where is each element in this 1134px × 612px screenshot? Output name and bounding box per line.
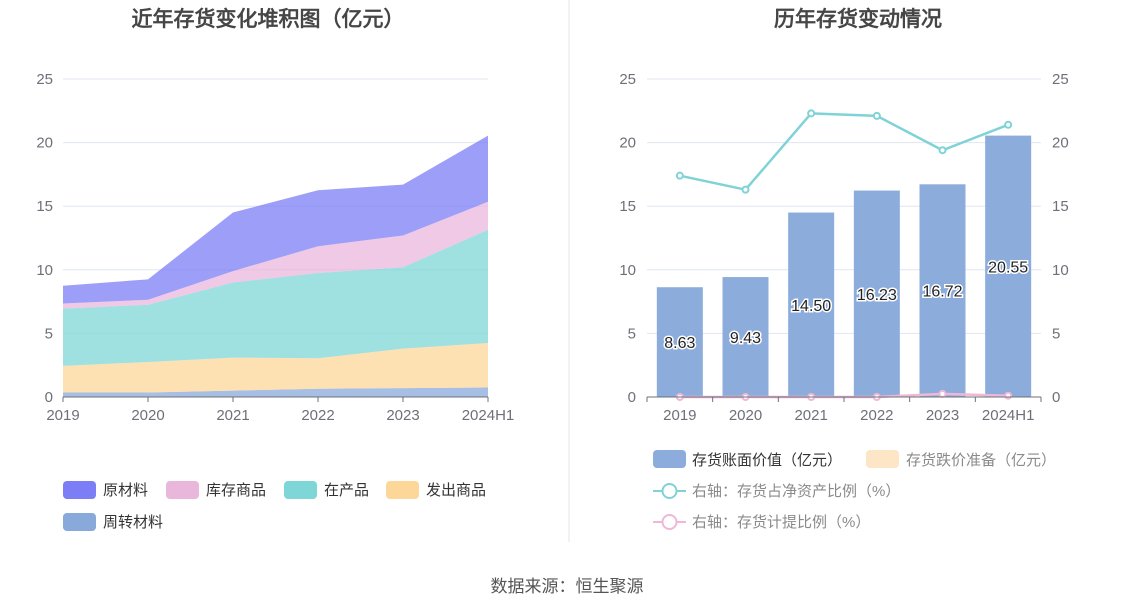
legend-label: 在产品 — [324, 482, 369, 499]
y2-tick-label: 25 — [1052, 71, 1069, 88]
x-tick-label: 2021 — [216, 407, 249, 424]
legend-marker — [661, 514, 678, 530]
x-tick-label: 2019 — [663, 407, 696, 424]
left-axis: 0 5 10 15 20 25 2019 2020 2021 2022 2023 2024H1 — [36, 71, 514, 424]
bar-value-label: 16.72 — [922, 284, 962, 301]
y2-tick-label: 5 — [1052, 325, 1060, 342]
bar — [788, 212, 835, 397]
line-point — [807, 109, 816, 118]
legend-swatch — [284, 481, 317, 499]
x-tick-label: 2023 — [386, 407, 419, 424]
line-point — [675, 171, 684, 180]
y-tick-label: 20 — [36, 135, 53, 152]
legend-label: 发出商品 — [426, 482, 486, 499]
bar — [853, 190, 900, 397]
area-库存商品 — [63, 201, 488, 309]
legend-label: 存货跌价准备（亿元） — [906, 452, 1056, 469]
stacked-area-chart: 近年存货变化堆积图（亿元） 0 5 10 15 20 25 2019 2020 2021 2022… — [36, 7, 514, 531]
bar — [656, 287, 703, 397]
legend-swatch — [63, 513, 96, 531]
y-tick-label: 0 — [45, 389, 53, 406]
legend-marker — [661, 483, 678, 499]
legend-label: 库存商品 — [206, 482, 266, 499]
y-tick-label: 25 — [619, 71, 636, 88]
area-原材料 — [63, 135, 488, 304]
legend-swatch — [386, 481, 419, 499]
line-point — [938, 389, 947, 398]
bar-value-label: 9.43 — [730, 330, 761, 347]
line-point — [1004, 120, 1013, 129]
line-point — [1004, 391, 1013, 400]
legend-label: 周转材料 — [103, 514, 163, 531]
right-bar-series: 8.63 9.43 14.50 16.23 16.72 20.55 — [656, 135, 1032, 397]
bar-value-label: 14.50 — [791, 298, 831, 315]
x-tick-label: 2024H1 — [982, 407, 1035, 424]
right-gridlines — [647, 78, 1041, 334]
y-tick-label: 10 — [36, 262, 53, 279]
y-tick-label: 5 — [45, 325, 53, 342]
legend-swatch — [866, 450, 899, 468]
bar-value-label: 20.55 — [988, 259, 1028, 276]
x-tick-label: 2022 — [860, 407, 893, 424]
y-tick-label: 25 — [36, 71, 53, 88]
bar-value-label: 16.23 — [857, 287, 897, 304]
bar — [722, 277, 769, 397]
y-tick-label: 0 — [628, 389, 636, 406]
y-tick-label: 20 — [619, 135, 636, 152]
legend-swatch — [166, 481, 199, 499]
legend-label: 存货账面价值（亿元） — [692, 452, 842, 469]
legend-swatch — [653, 450, 686, 468]
bar — [919, 184, 966, 397]
x-tick-label: 2024H1 — [462, 407, 515, 424]
line-series — [679, 112, 1009, 192]
line-point — [938, 146, 947, 155]
line-point — [872, 111, 881, 120]
y2-tick-label: 10 — [1052, 262, 1069, 279]
left-chart-title: 近年存货变化堆积图（亿元） — [132, 7, 405, 31]
y-tick-label: 15 — [619, 198, 636, 215]
y2-tick-label: 15 — [1052, 198, 1069, 215]
right-legend: 存货账面价值（亿元） 存货跌价准备（亿元） 右轴：存货占净资产比例（%） 右轴：存货计… — [653, 450, 1056, 531]
x-tick-label: 2020 — [729, 407, 762, 424]
line-point — [741, 185, 750, 194]
x-tick-label: 2019 — [46, 407, 79, 424]
right-chart-title: 历年存货变动情况 — [774, 7, 942, 31]
data-source-note: 数据来源：恒生聚源 — [491, 577, 644, 596]
y2-tick-label: 20 — [1052, 135, 1069, 152]
area-发出商品 — [63, 342, 488, 393]
x-tick-label: 2023 — [926, 407, 959, 424]
y2-tick-label: 0 — [1052, 389, 1060, 406]
bar — [985, 135, 1032, 397]
area-在产品 — [63, 229, 488, 366]
y-tick-label: 10 — [619, 262, 636, 279]
right-axes: 0 5 10 15 20 25 0 5 10 15 20 25 2019 2020 2021 2022 2023… — [619, 71, 1068, 424]
x-tick-label: 2021 — [794, 407, 827, 424]
bar-value-label: 8.63 — [664, 335, 695, 352]
legend-label: 右轴：存货占净资产比例（%） — [692, 483, 900, 500]
legend-label: 右轴：存货计提比例（%） — [692, 514, 870, 531]
x-tick-label: 2020 — [131, 407, 164, 424]
x-tick-label: 2022 — [301, 407, 334, 424]
legend-label: 原材料 — [103, 482, 148, 499]
y-tick-label: 15 — [36, 198, 53, 215]
legend-swatch — [63, 481, 96, 499]
left-area-series — [63, 135, 488, 397]
area-周转材料 — [63, 387, 488, 397]
y-tick-label: 5 — [628, 325, 636, 342]
bar-line-chart: 历年存货变动情况 8.63 9.43 14.50 16.23 16.72 20.55 0 5… — [619, 7, 1068, 531]
